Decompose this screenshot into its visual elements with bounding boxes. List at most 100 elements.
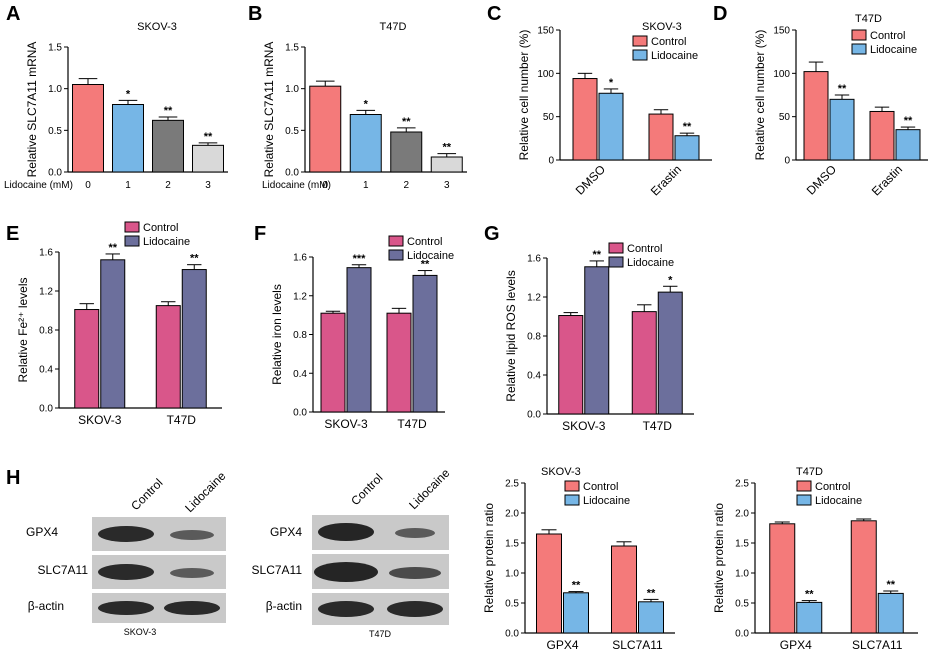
legend-label-f-control: Control (407, 236, 442, 248)
bar-a-value-1 (112, 104, 144, 173)
legend-label-d-control: Control (870, 30, 905, 42)
legend-label-g-lidocaine: Lidocaine (627, 257, 674, 269)
legend-swatch-g-control (608, 242, 624, 254)
chart-f-ytick-label: 0.8 (293, 330, 307, 341)
panel-label-d: D (713, 3, 727, 25)
legend-swatch-d-lidocaine (851, 43, 867, 55)
bar-a-value-3 (192, 144, 224, 173)
chart-d: 0 50 100 150 Relative cell number (%) T47D ** D… (753, 13, 928, 199)
sig-label-d: ** (838, 83, 847, 95)
chart-g-ytick-label: 1.6 (527, 254, 541, 265)
blot-skov3-title: SKOV-3 (124, 627, 157, 637)
chart-d-ytick-label: 0 (784, 156, 790, 167)
chart-a-category: 0 (85, 180, 91, 191)
chart-g-ytick-label: 0.8 (527, 332, 541, 343)
legend-swatch-f-control (388, 235, 404, 247)
band-skov3-actin-lidocaine (164, 601, 220, 615)
chart-d-ytick-label: 100 (773, 69, 790, 80)
band-t47d-actin-lidocaine (387, 601, 443, 617)
blot-skov3-row-gpx4: GPX4 (26, 525, 58, 539)
blot-t47d-row-gpx4: GPX4 (270, 525, 302, 539)
chart-c-ytick-label: 0 (548, 156, 554, 167)
bar-d-control-1 (869, 110, 895, 161)
blot-t47d: Control Lidocaine GPX4 SLC7A11 β-actin T… (252, 466, 453, 639)
chart-d-ytick-label: 150 (773, 26, 790, 37)
bar-c-control-0 (572, 78, 598, 161)
chart-c-title: SKOV-3 (642, 21, 682, 33)
chart-h1-ylabel: Relative protein ratio (482, 503, 496, 613)
bar-e-lidocaine-1 (181, 269, 207, 409)
chart-h1-ytick-label: 2.0 (505, 509, 519, 520)
chart-c-category: DMSO (573, 162, 608, 197)
sig-label-f: *** (353, 253, 367, 265)
chart-f-ytick-label: 0.0 (293, 408, 307, 419)
chart-h1-ytick-label: 0.5 (505, 599, 519, 610)
chart-d-category: Erastin (869, 162, 905, 198)
chart-h1: 0.0 0.5 1.0 1.5 2.0 2.5 Relative protein ratio… (482, 466, 675, 652)
bar-g-control-1 (631, 311, 657, 415)
sig-label-e: ** (190, 253, 199, 265)
chart-g-ytick-label: 0.4 (527, 371, 541, 382)
bar-h1-lidocaine-0 (563, 592, 589, 634)
chart-b-category: 1 (363, 180, 369, 191)
chart-g-ytick-label: 1.2 (527, 293, 541, 304)
sig-label-h2: ** (805, 589, 814, 601)
blot-t47d-row-actin: β-actin (266, 599, 302, 613)
legend-swatch-h2-lidocaine (796, 494, 812, 506)
band-t47d-slc7a11-lidocaine (389, 567, 441, 579)
chart-f-category: SKOV-3 (324, 417, 368, 431)
legend-label-h1-control: Control (583, 481, 618, 493)
bar-e-control-0 (74, 309, 100, 409)
blot-t47d-row-slc7a11: SLC7A11 (252, 563, 303, 577)
chart-d-ylabel: Relative cell number (%) (753, 30, 767, 161)
chart-h2-ytick-label: 2.0 (735, 509, 749, 520)
legend-swatch-d-control (851, 29, 867, 41)
chart-e-category: SKOV-3 (78, 413, 122, 427)
sig-label-d: ** (904, 115, 913, 127)
legend-swatch-h1-lidocaine (564, 494, 580, 506)
sig-label-a: ** (204, 131, 213, 143)
legend-label-c-lidocaine: Lidocaine (651, 50, 698, 62)
chart-c-ytick-label: 150 (537, 26, 554, 37)
legend-swatch-g-lidocaine (608, 256, 624, 268)
chart-f-ylabel: Relative iron levels (270, 284, 284, 385)
chart-f-ytick-label: 1.6 (293, 253, 307, 264)
chart-h2-title: T47D (796, 466, 823, 478)
sig-label-h1: ** (572, 580, 581, 592)
band-skov3-slc7a11-lidocaine (170, 568, 214, 578)
band-t47d-gpx4-lidocaine (395, 528, 435, 538)
chart-a-ytick-label: 0.0 (48, 168, 62, 179)
legend-label-f-lidocaine: Lidocaine (407, 250, 454, 262)
bar-f-lidocaine-1 (412, 274, 438, 413)
blot-t47d-title: T47D (369, 629, 392, 639)
bar-e-control-1 (155, 305, 181, 409)
band-skov3-gpx4-control (98, 526, 154, 542)
band-t47d-slc7a11-control (314, 562, 378, 582)
bar-g-control-0 (558, 315, 584, 415)
bar-f-control-0 (320, 312, 346, 413)
chart-b-category: 3 (444, 180, 450, 191)
chart-d-category: DMSO (804, 162, 839, 197)
chart-b-title: T47D (380, 21, 407, 33)
blot-t47d-lane-control: Control (348, 471, 385, 508)
chart-a-title: SKOV-3 (137, 21, 177, 33)
bar-g-lidocaine-0 (584, 266, 610, 415)
band-skov3-gpx4-lidocaine (170, 530, 214, 540)
bar-c-control-1 (648, 113, 674, 161)
band-t47d-actin-control (318, 601, 374, 617)
blot-skov3-lane-lidocaine: Lidocaine (182, 469, 228, 515)
legend-label-e-control: Control (143, 222, 178, 234)
blot-skov3-row-actin: β-actin (28, 599, 64, 613)
chart-f: 0.0 0.4 0.8 1.2 1.6 Relative iron levels *** SK… (270, 235, 454, 431)
chart-h1-ytick-label: 2.5 (505, 479, 519, 490)
legend-label-c-control: Control (651, 36, 686, 48)
legend-label-e-lidocaine: Lidocaine (143, 236, 190, 248)
chart-f-category: T47D (397, 417, 427, 431)
legend-swatch-e-control (124, 221, 140, 233)
chart-a-ytick-label: 1.0 (48, 84, 62, 95)
sig-label-h1: ** (647, 587, 656, 599)
bar-h1-control-0 (536, 533, 562, 634)
blot-t47d-lane-lidocaine: Lidocaine (406, 466, 452, 512)
chart-a-ytick-label: 1.5 (48, 43, 62, 54)
chart-f-ytick-label: 1.2 (293, 291, 307, 302)
